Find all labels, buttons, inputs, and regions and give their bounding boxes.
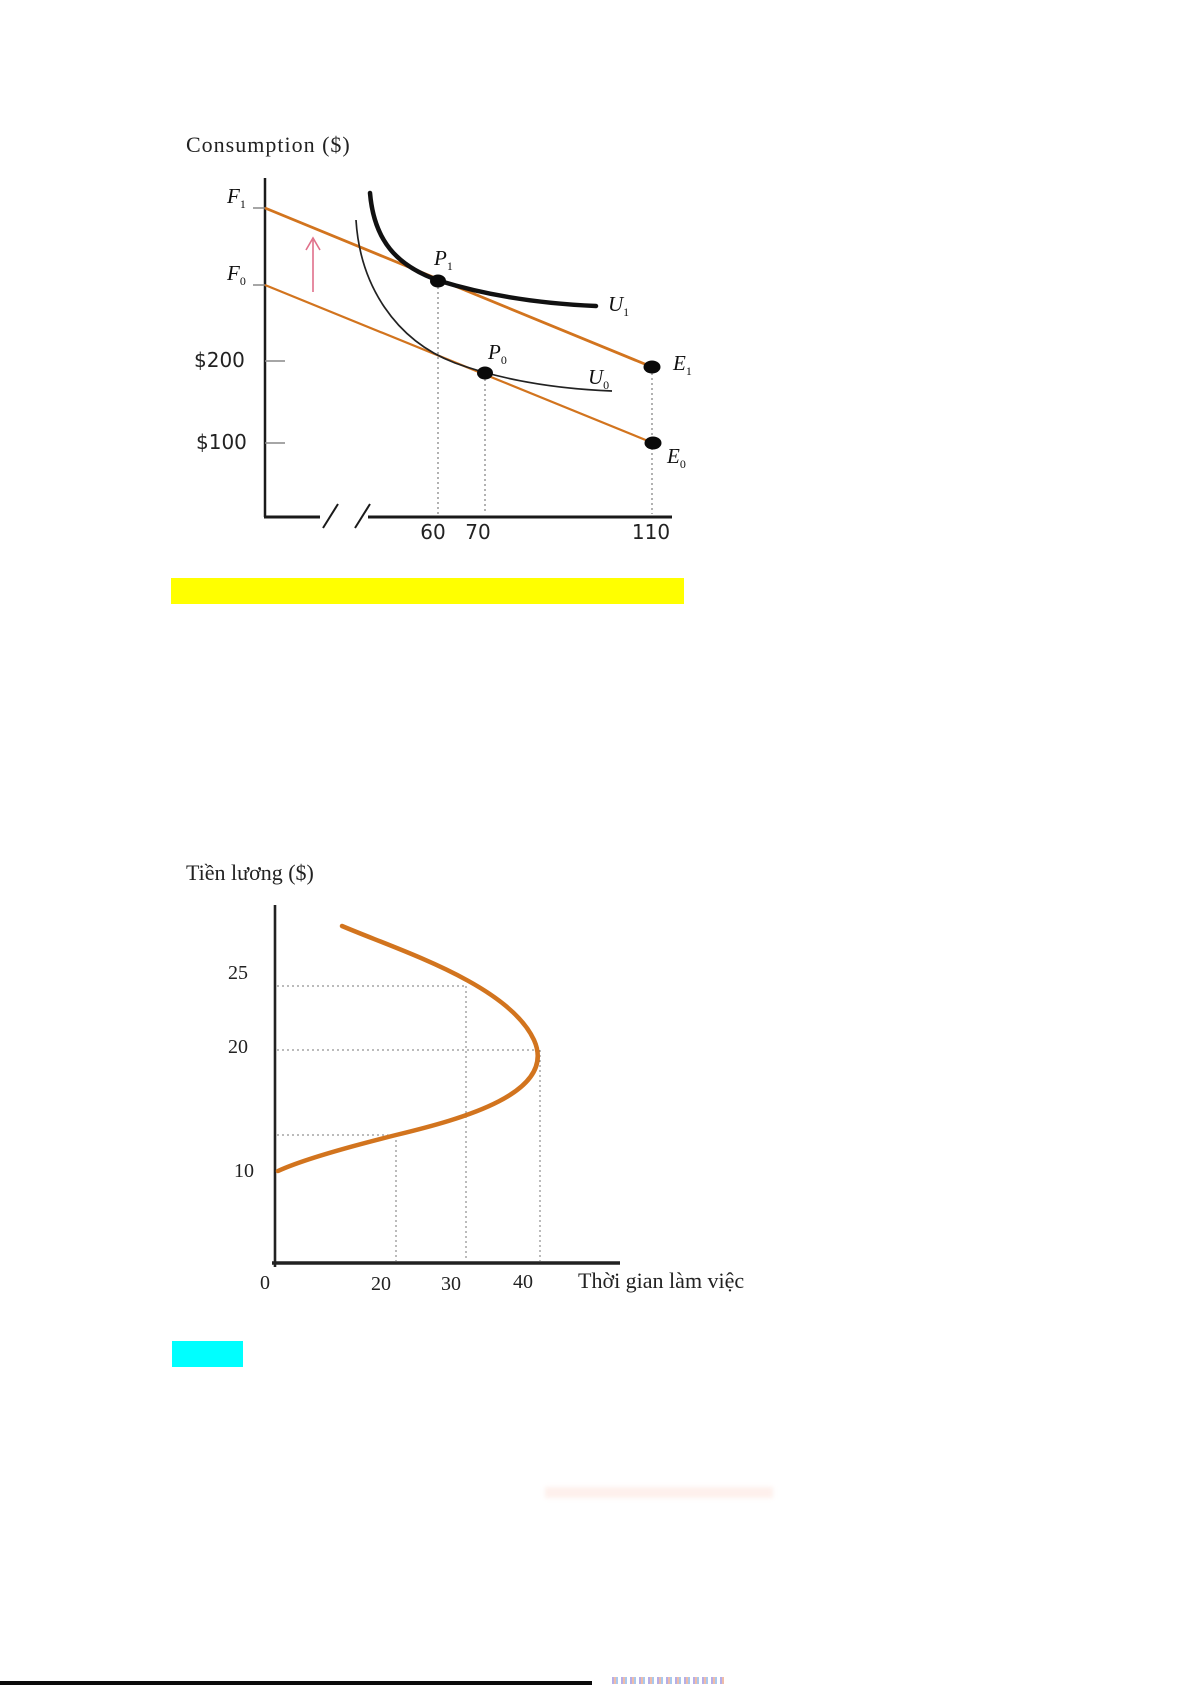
fig2-ylabel: Tiền lương ($) (186, 860, 314, 885)
cyan-highlight-box (172, 1341, 243, 1367)
fig1-label-p1: P1 (434, 246, 453, 274)
fig2-xtick-0: 0 (260, 1272, 270, 1294)
fig2-ytick-20: 20 (228, 1036, 248, 1058)
fig2-xlabel: Thời gian làm việc (578, 1268, 745, 1293)
fig1-point-p0 (477, 366, 493, 380)
footer-text-illegible (612, 1677, 724, 1684)
fig1-shift-arrow-head (305, 236, 321, 251)
fig2-ytick-10: 10 (234, 1160, 254, 1182)
fig2-labor-supply-curve (275, 923, 540, 1174)
fig1-xtick-60: 60 (420, 520, 446, 544)
fig1-ytick-100: $100 (196, 430, 247, 454)
fig1-label-e0: E0 (667, 444, 686, 472)
fig1-label-p0: P0 (488, 340, 507, 368)
fig1-axis-break-slash-2 (354, 503, 371, 529)
yellow-highlight-bar (171, 578, 684, 604)
footer-rule (0, 1681, 592, 1685)
fig1-point-e0 (644, 436, 662, 450)
fig1-indifference-curve-u1 (367, 190, 599, 309)
fig2-xtick-20: 20 (371, 1273, 391, 1295)
fig1-title: Consumption ($) (186, 132, 351, 157)
fig1-point-p1 (430, 274, 446, 288)
fig1-xtick-70: 70 (465, 520, 491, 544)
fig1-ytick-200: $200 (194, 348, 245, 372)
fig2-xtick-40: 40 (513, 1271, 533, 1293)
fig2-xtick-30: 30 (441, 1273, 461, 1295)
fig1-axis-break-slash-1 (322, 503, 339, 529)
fig1-indifference-curve-u0 (355, 219, 613, 392)
fig1-xtick-110: 110 (631, 520, 671, 544)
fig1-label-u1: U1 (608, 292, 630, 320)
fig1-label-u0: U0 (588, 365, 610, 393)
fig1-point-e1 (643, 360, 661, 374)
faint-highlight-artifact (545, 1487, 773, 1498)
fig1-label-e1: E1 (673, 351, 692, 379)
fig2-ytick-25: 25 (228, 962, 248, 984)
fig1-label-f0: F0 (227, 261, 246, 289)
fig1-label-f1: F1 (227, 184, 246, 212)
